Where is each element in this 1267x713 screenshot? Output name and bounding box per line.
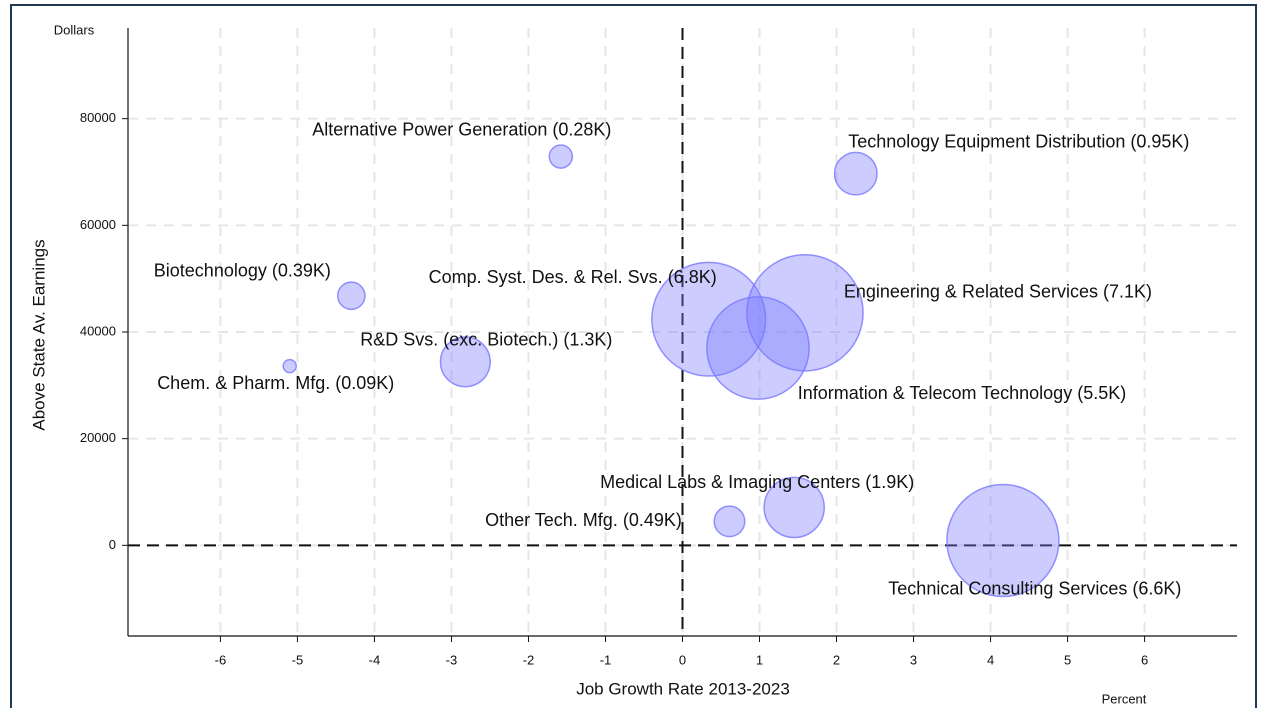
bubble-label: Other Tech. Mfg. (0.49K) xyxy=(485,510,682,530)
y-axis-title: Above State Av. Earnings xyxy=(29,239,48,430)
bubble-label: Alternative Power Generation (0.28K) xyxy=(312,119,611,139)
bubble xyxy=(336,281,366,311)
bubble-label: Technology Equipment Distribution (0.95K… xyxy=(848,131,1189,151)
bubble-label: Comp. Syst. Des. & Rel. Svs. (6.8K) xyxy=(429,267,717,287)
bubble-label: Medical Labs & Imaging Centers (1.9K) xyxy=(600,472,914,492)
x-tick-label: 6 xyxy=(1141,652,1148,667)
bubble-label: Biotechnology (0.39K) xyxy=(154,260,331,280)
x-tick-label: -4 xyxy=(369,652,381,667)
bubble xyxy=(651,261,767,377)
y-unit: Dollars xyxy=(54,22,95,37)
bubble-label: Information & Telecom Technology (5.5K) xyxy=(798,383,1127,403)
bubble xyxy=(833,151,878,196)
x-tick-label: 0 xyxy=(679,652,686,667)
bubble xyxy=(706,296,810,400)
x-tick-label: 3 xyxy=(910,652,917,667)
x-axis-title: Job Growth Rate 2013-2023 xyxy=(576,679,790,698)
bubble xyxy=(282,358,298,374)
bubble xyxy=(713,505,746,538)
y-tick-label: 60000 xyxy=(80,217,116,232)
bubble-label: Chem. & Pharm. Mfg. (0.09K) xyxy=(157,373,394,393)
bubble-label: Technical Consulting Services (6.6K) xyxy=(888,578,1181,598)
x-tick-label: -3 xyxy=(446,652,458,667)
bubbles xyxy=(282,144,1060,598)
x-tick-label: -1 xyxy=(600,652,612,667)
y-tick-label: 80000 xyxy=(80,110,116,125)
y-tick-label: 40000 xyxy=(80,323,116,338)
bubble xyxy=(746,253,864,372)
x-tick-label: -5 xyxy=(292,652,304,667)
x-tick-label: -2 xyxy=(523,652,535,667)
x-tick-label: 2 xyxy=(833,652,840,667)
y-tick-label: 0 xyxy=(109,537,116,552)
bubble xyxy=(763,476,825,539)
labels: Alternative Power Generation (0.28K) Tech… xyxy=(154,119,1190,598)
y-tick-label: 20000 xyxy=(80,430,116,445)
x-tick-label: -6 xyxy=(215,652,227,667)
x-tick-label: 4 xyxy=(987,652,994,667)
frame xyxy=(10,4,1257,713)
x-tick-label: 5 xyxy=(1064,652,1071,667)
bubble-label: R&D Svs. (exc. Biotech.) (1.3K) xyxy=(360,330,612,350)
bubble xyxy=(548,144,574,169)
bubble xyxy=(946,483,1060,598)
grid xyxy=(122,28,1237,642)
x-unit: Percent xyxy=(1102,691,1147,706)
bubble xyxy=(439,336,491,388)
x-tick-label: 1 xyxy=(756,652,763,667)
bubble-label: Engineering & Related Services (7.1K) xyxy=(844,282,1152,302)
